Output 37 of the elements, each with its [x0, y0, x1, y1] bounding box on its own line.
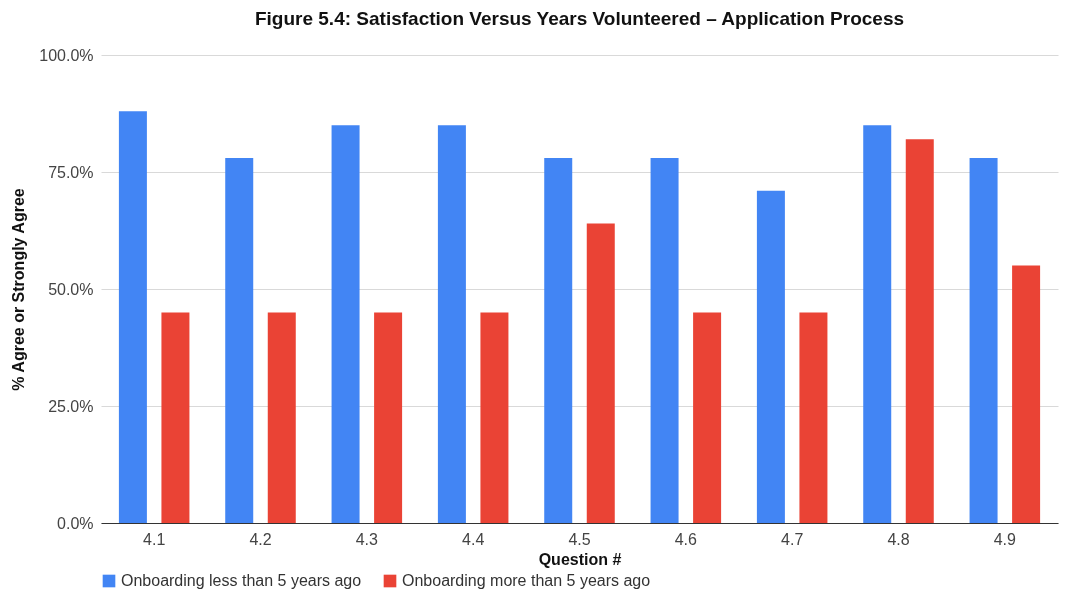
bar — [225, 157, 254, 523]
bar — [586, 223, 615, 523]
x-tick-label: 4.9 — [993, 530, 1017, 548]
bar — [544, 157, 573, 523]
x-tick-label: 4.7 — [781, 530, 804, 548]
bar — [480, 312, 509, 523]
y-tick-label: 25.0% — [48, 397, 94, 415]
x-tick-label: 4.4 — [462, 530, 485, 548]
bar — [863, 125, 892, 523]
x-tick-label: 4.1 — [143, 530, 166, 548]
bar — [650, 157, 679, 523]
bar — [1012, 265, 1041, 523]
chart-title: Figure 5.4: Satisfaction Versus Years Volunteered – Application Process — [254, 8, 905, 29]
y-tick-label: 100.0% — [39, 46, 94, 64]
x-tick-label: 4.3 — [355, 530, 379, 548]
y-tick-label: 75.0% — [48, 163, 94, 181]
bar — [437, 125, 466, 523]
bar — [331, 125, 360, 523]
bar — [756, 190, 785, 523]
bar — [905, 139, 934, 523]
x-tick-label: 4.5 — [568, 530, 591, 548]
legend-label: Onboarding less than 5 years ago — [121, 572, 362, 589]
bar — [161, 312, 190, 523]
bar — [969, 157, 998, 523]
x-tick-label: 4.6 — [674, 530, 698, 548]
y-tick-label: 0.0% — [57, 514, 94, 532]
bar — [693, 312, 722, 523]
y-tick-label: 50.0% — [48, 280, 94, 298]
x-tick-label: 4.2 — [249, 530, 272, 548]
bar — [267, 312, 296, 523]
bar — [374, 312, 403, 523]
bar — [799, 312, 828, 523]
y-axis-title: % Agree or Strongly Agree — [10, 188, 28, 391]
bar — [118, 111, 147, 523]
x-axis-title: Question # — [538, 550, 622, 568]
x-tick-label: 4.8 — [887, 530, 910, 548]
legend-label: Onboarding more than 5 years ago — [402, 572, 651, 589]
